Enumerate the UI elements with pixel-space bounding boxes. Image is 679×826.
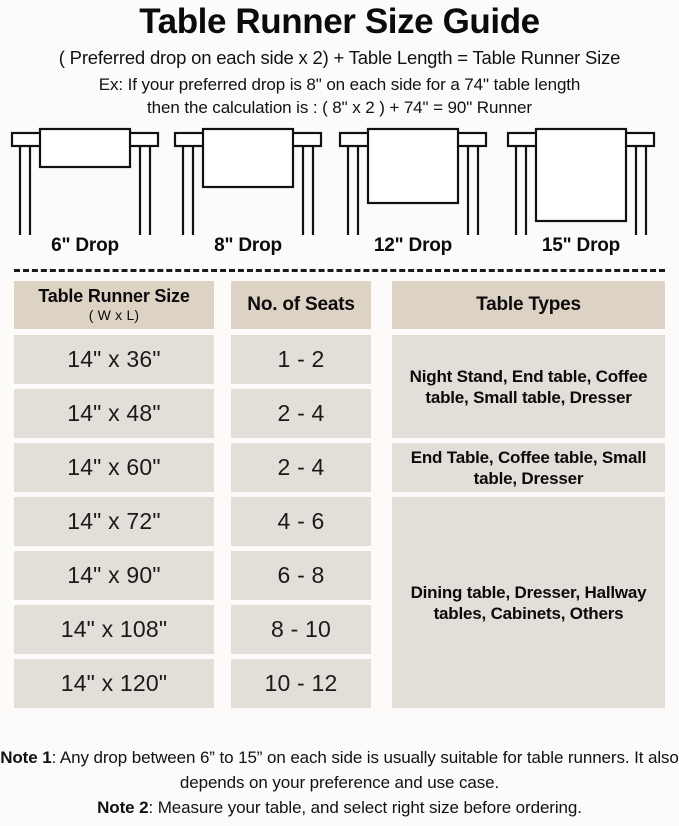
cell-seats-0: 1 - 2 [231, 335, 371, 384]
header-size-label: Table Runner Size [38, 286, 190, 306]
note-1: Note 1: Any drop between 6” to 15” on ea… [0, 745, 679, 795]
table-header-types: Table Types [392, 281, 665, 329]
drop-label-12in: 12" Drop [373, 235, 453, 256]
note-2-text: : Measure your table, and select right s… [148, 798, 582, 817]
dashed-divider [14, 269, 665, 272]
drop-label-8in: 8" Drop [214, 235, 282, 256]
cell-table-types-1: End Table, Coffee table, Small table, Dr… [392, 443, 665, 492]
drop-label-row: 6" Drop 8" Drop 12" Drop 15" Drop [0, 235, 679, 263]
formula-text: ( Preferred drop on each side x 2) + Tab… [58, 47, 621, 68]
cell-size-1: 14" x 48" [14, 389, 214, 438]
table-header-seats: No. of Seats [231, 281, 371, 329]
cell-seats-1: 2 - 4 [231, 389, 371, 438]
page-title: Table Runner Size Guide [139, 2, 540, 41]
notes-block: Note 1: Any drop between 6” to 15” on ea… [0, 745, 679, 820]
cell-size-5: 14" x 108" [14, 605, 214, 654]
note-2: Note 2: Measure your table, and select r… [0, 795, 679, 820]
cell-seats-4: 6 - 8 [231, 551, 371, 600]
note-1-text: : Any drop between 6” to 15” on each sid… [51, 748, 679, 792]
cell-size-3: 14" x 72" [14, 497, 214, 546]
header-block: Table Runner Size Guide ( Preferred drop… [0, 0, 679, 119]
table-illustration-6in [2, 127, 168, 235]
table-header-size: Table Runner Size( W x L) [14, 281, 214, 329]
cell-seats-2: 2 - 4 [231, 443, 371, 492]
example-line-1: Ex: If your preferred drop is 8" on each… [98, 75, 581, 94]
example-line-2: then the calculation is : ( 8" x 2 ) + 7… [147, 98, 532, 117]
size-table: Table Runner Size( W x L) No. of Seats Tab… [0, 281, 679, 708]
cell-table-types-2: Dining table, Dresser, Hallway tables, C… [392, 497, 665, 708]
table-illustration-12in [330, 127, 496, 235]
cell-seats-5: 8 - 10 [231, 605, 371, 654]
cell-seats-6: 10 - 12 [231, 659, 371, 708]
drop-label-6in: 6" Drop [51, 235, 119, 256]
drop-label-15in: 15" Drop [541, 235, 621, 256]
table-illustration-15in [498, 127, 664, 235]
cell-size-6: 14" x 120" [14, 659, 214, 708]
header-size-sublabel: ( W x L) [88, 307, 140, 323]
table-illustration-8in [165, 127, 331, 235]
cell-size-4: 14" x 90" [14, 551, 214, 600]
cell-size-2: 14" x 60" [14, 443, 214, 492]
cell-size-0: 14" x 36" [14, 335, 214, 384]
cell-table-types-0: Night Stand, End table, Coffee table, Sm… [392, 335, 665, 438]
table-illustrations [0, 127, 679, 235]
cell-seats-3: 4 - 6 [231, 497, 371, 546]
note-1-label: Note 1 [0, 748, 52, 767]
note-2-label: Note 2 [97, 798, 149, 817]
